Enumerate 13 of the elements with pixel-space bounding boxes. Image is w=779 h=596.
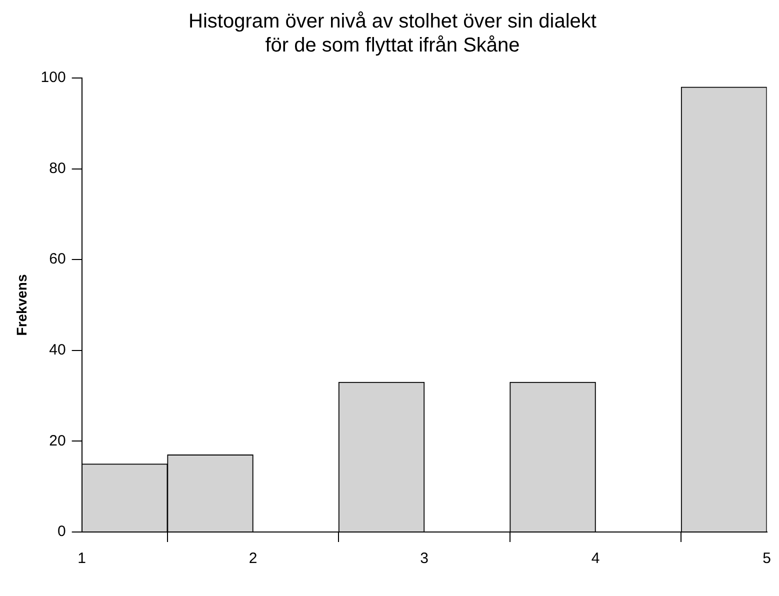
x-tick-label: 4 <box>591 550 600 568</box>
y-axis-title: Frekvens <box>13 274 30 336</box>
y-tick-label: 20 <box>49 432 66 450</box>
y-tick-label: 60 <box>49 250 66 268</box>
x-tick-label: 3 <box>420 550 428 568</box>
x-tick-label: 2 <box>248 550 258 568</box>
y-tick-label: 80 <box>49 160 66 177</box>
y-tick-label: 100 <box>40 69 66 86</box>
x-tick-label: 5 <box>762 550 771 568</box>
y-tick-label: 0 <box>57 523 66 540</box>
y-tick-label: 40 <box>49 342 66 359</box>
chart-title: Histogram över nivå av stolhet över sin dialekt för de som flyttat ifrån Skåne <box>188 10 597 57</box>
x-tick-label: 1 <box>78 550 86 568</box>
